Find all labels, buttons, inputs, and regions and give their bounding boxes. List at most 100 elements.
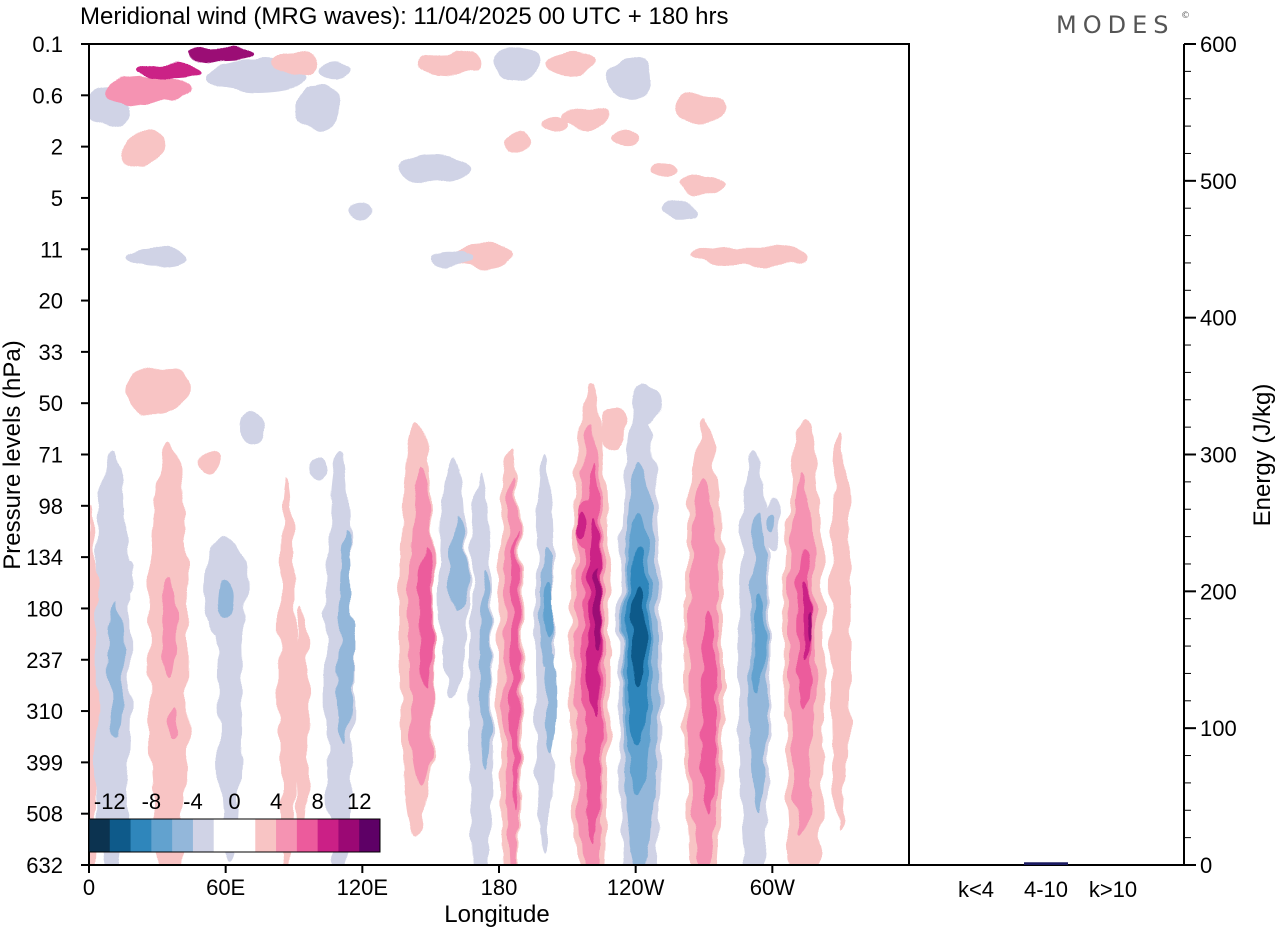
y-tick-label: 2 [51, 135, 63, 160]
colorbar-swatch [130, 819, 152, 852]
negative-anomaly [122, 558, 133, 595]
chart-title: Meridional wind (MRG waves): 11/04/2025 … [80, 3, 729, 30]
positive-anomaly [199, 447, 220, 476]
positive-anomaly [547, 51, 596, 76]
modes-logo-mark: © [1181, 11, 1196, 21]
y-tick-label: 310 [26, 699, 63, 724]
positive-anomaly [541, 116, 570, 133]
positive-anomaly [612, 129, 641, 146]
energy-category-label: 4-10 [1024, 877, 1068, 902]
x-tick-label: 60E [206, 875, 245, 900]
energy-x-axis: k<4 4-10 k>10 [958, 877, 1137, 902]
y-tick-label: 237 [26, 648, 63, 673]
y-tick-label: 20 [39, 289, 63, 314]
energy-tick-label: 300 [1200, 443, 1237, 468]
positive-anomaly [121, 131, 166, 168]
positive-anomaly [587, 702, 602, 823]
energy-panel: 0 100 200 300 400 500 600 k<4 4-10 k>10 Energy (… [909, 32, 1276, 902]
negative-anomaly [350, 201, 375, 218]
x-tick-label: 120E [337, 875, 388, 900]
energy-tick-label: 100 [1200, 716, 1237, 741]
colorbar-swatch [296, 819, 319, 852]
colorbar-swatch [255, 819, 277, 852]
negative-anomaly [493, 47, 542, 80]
wind-field [89, 46, 851, 865]
colorbar-label: 0 [228, 789, 240, 814]
heatmap-plot: 0.1 0.6 2 5 11 20 33 50 71 98 134 180 237 310 399 508 63… [0, 32, 910, 928]
x-axis: 0 60E 120E 180 120W 60W [83, 865, 795, 900]
negative-anomaly [767, 514, 778, 535]
modes-logo: MODES [1056, 11, 1174, 39]
negative-anomaly [752, 595, 765, 696]
negative-anomaly [630, 587, 645, 688]
x-tick-label: 60W [750, 875, 795, 900]
positive-anomaly [501, 133, 534, 152]
positive-anomaly [168, 708, 179, 739]
y-tick-label: 11 [40, 237, 63, 262]
negative-anomaly [218, 544, 243, 865]
colorbar-swatch [359, 819, 381, 852]
negative-anomaly [545, 654, 558, 755]
positive-anomaly [830, 428, 851, 829]
colorbar: -12 -8 -4 0 4 8 12 [88, 789, 381, 853]
energy-category-label: k<4 [958, 877, 994, 902]
energy-tick-label: 600 [1200, 32, 1237, 57]
y-tick-label: 33 [39, 340, 63, 365]
positive-anomaly [677, 175, 722, 196]
negative-anomaly [109, 599, 124, 740]
energy-tick-label: 500 [1200, 169, 1237, 194]
energy-bars [1024, 862, 1068, 865]
y-tick-label: 5 [51, 186, 63, 211]
positive-anomaly [279, 477, 296, 865]
positive-anomaly [106, 76, 191, 105]
energy-tick-label: 0 [1200, 853, 1212, 878]
y-tick-label: 98 [39, 494, 63, 519]
negative-anomaly [294, 85, 339, 130]
energy-tick-label: 200 [1200, 579, 1237, 604]
energy-bar [1024, 862, 1068, 865]
y-tick-label: 180 [26, 596, 63, 621]
colorbar-swatch [109, 819, 132, 852]
y-axis: 0.1 0.6 2 5 11 20 33 50 71 98 134 180 237 310 399 508 63… [26, 32, 89, 878]
positive-anomaly [418, 51, 479, 76]
negative-anomaly [450, 514, 466, 615]
positive-anomaly [139, 62, 203, 79]
negative-anomaly [241, 411, 265, 448]
x-axis-label: Longitude [444, 901, 549, 928]
positive-anomaly [127, 366, 188, 415]
y-axis-label: Pressure levels (hPa) [0, 340, 26, 569]
positive-anomaly [806, 614, 811, 643]
positive-anomaly [649, 161, 677, 178]
energy-tick-label: 400 [1200, 306, 1237, 331]
y-tick-label: 632 [26, 853, 63, 878]
negative-anomaly [216, 578, 235, 619]
x-tick-label: 180 [481, 875, 518, 900]
positive-anomaly [419, 548, 434, 689]
colorbar-label: -4 [183, 789, 203, 814]
energy-y-axis: 0 100 200 300 400 500 600 [1184, 32, 1237, 878]
negative-anomaly [544, 578, 555, 639]
colorbar-swatch [317, 819, 339, 852]
y-tick-label: 0.1 [32, 32, 63, 57]
positive-anomaly [600, 407, 625, 452]
positive-anomaly [187, 46, 256, 61]
y-tick-label: 508 [26, 802, 63, 827]
negative-anomaly [479, 569, 492, 770]
negative-anomaly [446, 254, 475, 267]
colorbar-label: -8 [142, 789, 162, 814]
colorbar-swatch [338, 819, 360, 852]
colorbar-swatch [89, 819, 111, 852]
positive-anomaly [510, 529, 519, 810]
x-tick-label: 0 [83, 875, 95, 900]
negative-anomaly [338, 624, 351, 745]
y-tick-label: 0.6 [32, 83, 63, 108]
y-tick-label: 134 [26, 545, 63, 570]
energy-axis-label: Energy (J/kg) [1249, 384, 1276, 527]
colorbar-swatch [213, 819, 235, 852]
colorbar-swatch [234, 819, 256, 852]
colorbar-label: -12 [94, 789, 126, 814]
negative-anomaly [321, 60, 349, 81]
positive-anomaly [89, 504, 98, 865]
negative-anomaly [399, 153, 472, 186]
